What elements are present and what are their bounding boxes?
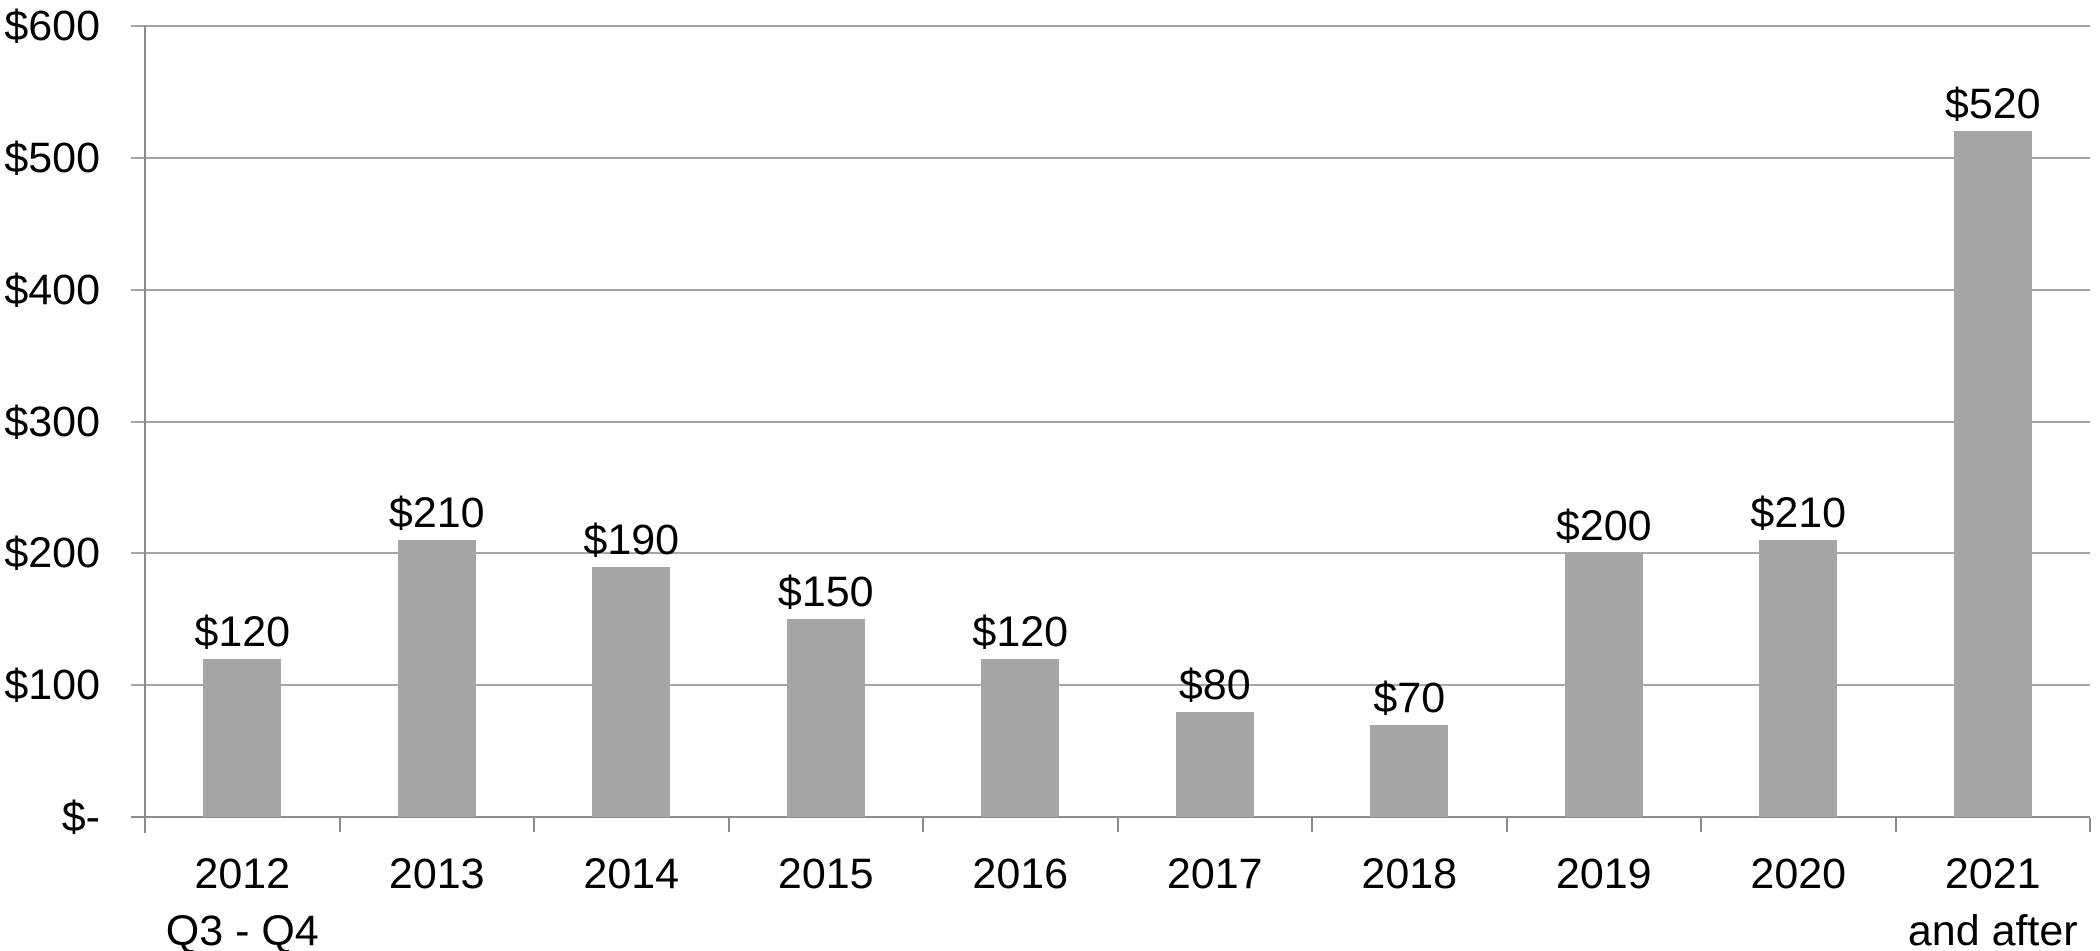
bar	[1175, 711, 1254, 817]
x-axis-category-label: 2013	[389, 846, 485, 903]
gridline	[131, 684, 2090, 687]
bar-value-label: $200	[1555, 502, 1652, 551]
y-axis-tick-label: $400	[4, 265, 100, 314]
x-axis-tick	[922, 818, 924, 832]
bar	[1370, 724, 1449, 817]
x-axis-category-year: 2012	[194, 850, 291, 898]
x-axis-category-label: 2014	[583, 846, 679, 903]
bar-value-label: $520	[1944, 80, 2041, 129]
x-axis-category-label: 2020	[1750, 846, 1846, 903]
bar-value-label: $80	[1178, 660, 1251, 709]
y-axis-tick-label: $300	[4, 397, 100, 446]
gridline	[131, 25, 2090, 27]
x-axis-category-year: 2019	[1555, 850, 1652, 898]
x-axis-tick	[338, 818, 341, 832]
x-axis-category-year: 2021	[1944, 850, 2041, 898]
bar-value-label: $120	[972, 607, 1069, 656]
gridline	[131, 420, 2090, 423]
bar	[786, 619, 865, 817]
x-axis-category-label: 2017	[1167, 846, 1263, 903]
x-axis-category-label: 2021 and after	[1908, 846, 2078, 951]
bar	[203, 658, 282, 817]
x-axis-tick	[727, 818, 730, 832]
y-axis-tick-label: $500	[4, 133, 100, 182]
y-axis-tick-label: $-	[61, 793, 100, 841]
x-axis-category-year: 2016	[972, 850, 1069, 898]
bar	[1953, 131, 2032, 817]
bar-value-label: $190	[583, 515, 680, 564]
x-axis-tick	[144, 818, 146, 832]
bar	[1759, 540, 1838, 817]
x-axis-tick	[1894, 818, 1897, 832]
x-axis-category-year: 2020	[1750, 850, 1847, 898]
bar	[981, 658, 1060, 817]
x-axis-tick	[2089, 818, 2091, 832]
x-axis-category-label: 2015	[778, 846, 874, 903]
y-axis-tick-label: $100	[4, 661, 100, 710]
x-axis-category-year: 2014	[583, 850, 680, 898]
y-axis-tick-label: $600	[4, 2, 100, 50]
y-axis-tick-label: $200	[4, 529, 100, 578]
bar-value-label: $150	[777, 568, 874, 617]
x-axis-category-year: 2017	[1166, 850, 1263, 898]
x-axis-category-year: 2015	[777, 850, 874, 898]
bar-value-label: $210	[388, 489, 485, 538]
x-axis-category-label: 2018	[1361, 846, 1457, 903]
x-axis-category-sublabel: and after	[1907, 907, 2078, 951]
x-axis-category-label: 2016	[972, 846, 1068, 903]
x-axis-category-label: 2012 Q3 - Q4	[166, 846, 319, 951]
x-axis-tick	[1116, 818, 1119, 832]
x-axis-tick	[1311, 818, 1313, 832]
gridline	[131, 156, 2090, 159]
gridline	[131, 288, 2090, 291]
bar	[592, 566, 671, 817]
x-axis-line	[131, 816, 2090, 818]
bar	[1564, 553, 1643, 817]
bar-value-label: $120	[194, 607, 291, 656]
gridline	[131, 552, 2090, 555]
x-axis-category-sublabel: Q3 - Q4	[165, 907, 319, 951]
bar	[397, 540, 476, 817]
bar-value-label: $210	[1750, 489, 1847, 538]
bar-value-label: $70	[1373, 673, 1446, 722]
x-axis-category-label: 2019	[1556, 846, 1652, 903]
x-axis-tick	[1505, 818, 1508, 832]
x-axis-category-year: 2013	[388, 850, 485, 898]
x-axis-tick	[1700, 818, 1702, 832]
x-axis-category-year: 2018	[1361, 850, 1458, 898]
y-axis-line	[144, 26, 146, 833]
x-axis-tick	[533, 818, 535, 832]
